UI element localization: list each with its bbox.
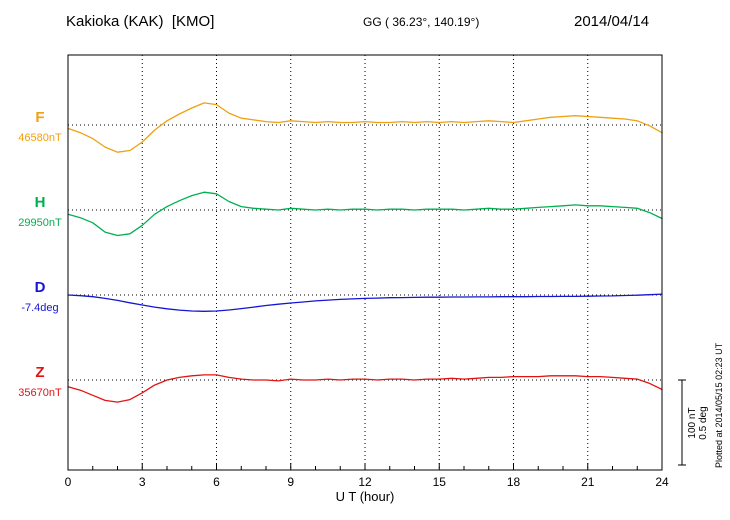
series-baseline-H: 29950nT: [18, 217, 62, 229]
series-baseline-D: -7.4deg: [21, 302, 59, 314]
trace-F: [67, 102, 663, 153]
series-label-D: D: [34, 279, 46, 296]
series-label-H: H: [34, 194, 46, 211]
x-tick-label: 21: [581, 475, 595, 489]
station-title: Kakioka (KAK) [KMO]: [66, 13, 215, 30]
trace-H: [67, 191, 663, 237]
x-tick-label: 0: [65, 475, 72, 489]
plot-date: 2014/04/14: [574, 13, 650, 30]
scalebar-label-nt: 100 nT: [687, 407, 698, 438]
x-tick-label: 12: [358, 475, 372, 489]
series-baseline-Z: 35670nT: [18, 387, 62, 399]
x-tick-label: 15: [433, 475, 447, 489]
plotted-note: Plotted at 2014/05/15 02:23 UT: [714, 342, 724, 468]
series-baseline-F: 46580nT: [18, 132, 62, 144]
x-tick-label: 3: [139, 475, 146, 489]
x-tick-label: 6: [213, 475, 220, 489]
trace-D: [67, 293, 663, 312]
series-label-F: F: [35, 109, 45, 126]
trace-Z: [67, 374, 663, 403]
x-tick-label: 18: [507, 475, 521, 489]
x-axis-label: U T (hour): [335, 489, 395, 504]
series-label-Z: Z: [35, 364, 45, 381]
x-tick-label: 24: [655, 475, 669, 489]
x-tick-label: 9: [287, 475, 294, 489]
geographic-coordinates: GG ( 36.23°, 140.19°): [363, 15, 480, 29]
scalebar-label-deg: 0.5 deg: [698, 406, 709, 439]
